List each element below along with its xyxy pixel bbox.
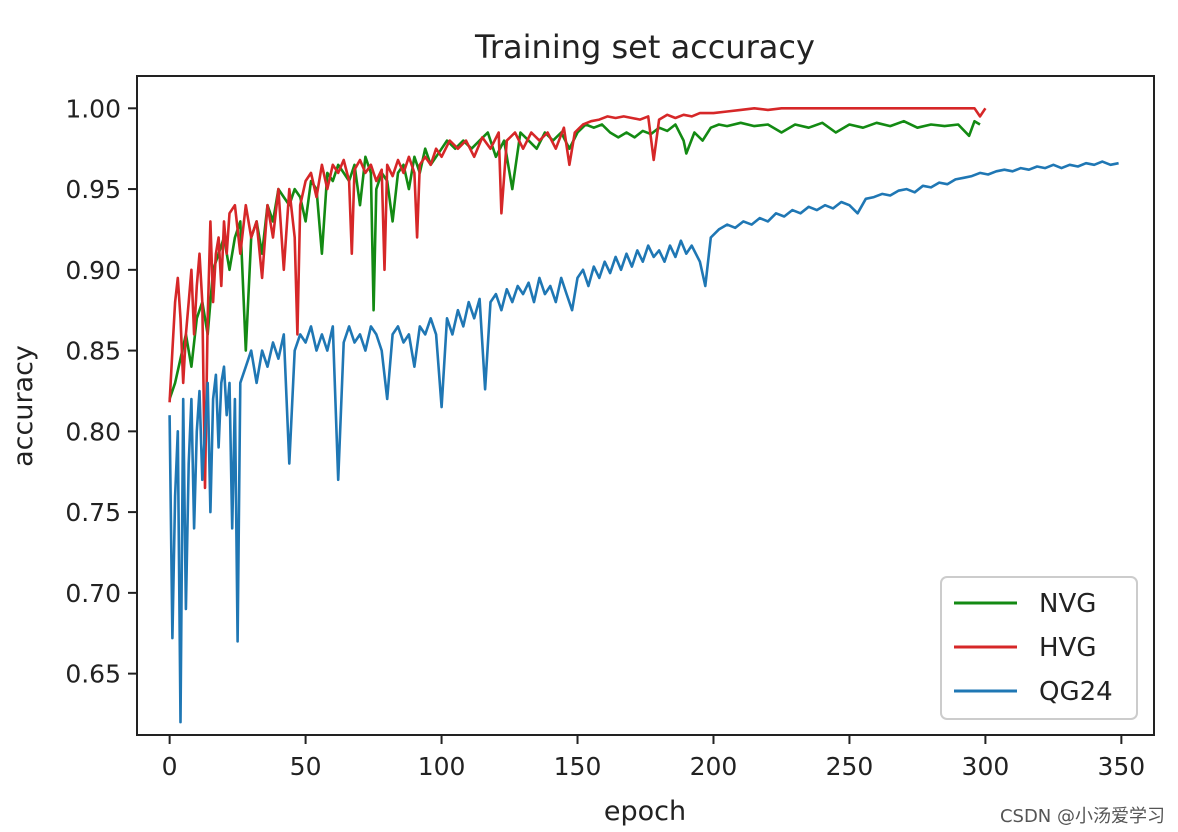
x-axis-label: epoch [604,796,686,827]
y-axis-ticks: 0.65 0.70 0.75 0.80 0.85 0.90 0.95 1.00 [65,94,137,689]
x-tick-label: 250 [826,752,874,781]
series-layer [168,107,1119,724]
x-tick-label: 150 [554,752,602,781]
x-tick-label: 0 [162,752,178,781]
y-tick-label: 0.90 [65,256,121,285]
y-tick-label: 0.95 [65,175,121,204]
x-tick-label: 300 [962,752,1010,781]
watermark-text: CSDN @小汤爱学习 [1000,806,1165,827]
legend-label-hvg: HVG [1039,633,1096,663]
legend-label-nvg: NVG [1039,589,1096,619]
series-line-nvg [168,119,981,400]
y-tick-label: 0.80 [65,417,121,446]
x-axis-ticks: 0 50 100 150 200 250 300 350 [162,735,1146,781]
x-tick-label: 200 [690,752,738,781]
legend-box [940,576,1138,720]
x-tick-label: 100 [418,752,466,781]
series-line-qg24 [168,160,1119,724]
y-tick-label: 0.70 [65,579,121,608]
y-tick-label: 0.75 [65,498,121,527]
x-tick-label: 50 [290,752,322,781]
legend-label-qg24: QG24 [1039,677,1113,707]
x-tick-label: 350 [1098,752,1146,781]
plot-frame [136,75,1155,736]
y-tick-label: 0.85 [65,337,121,366]
y-tick-label: 0.65 [65,660,121,689]
y-tick-label: 1.00 [65,94,121,123]
chart-title: Training set accuracy [474,28,815,66]
y-axis-label: accuracy [8,345,39,467]
series-line-hvg [168,107,987,490]
legend: NVG HVG QG24 [940,576,1138,720]
